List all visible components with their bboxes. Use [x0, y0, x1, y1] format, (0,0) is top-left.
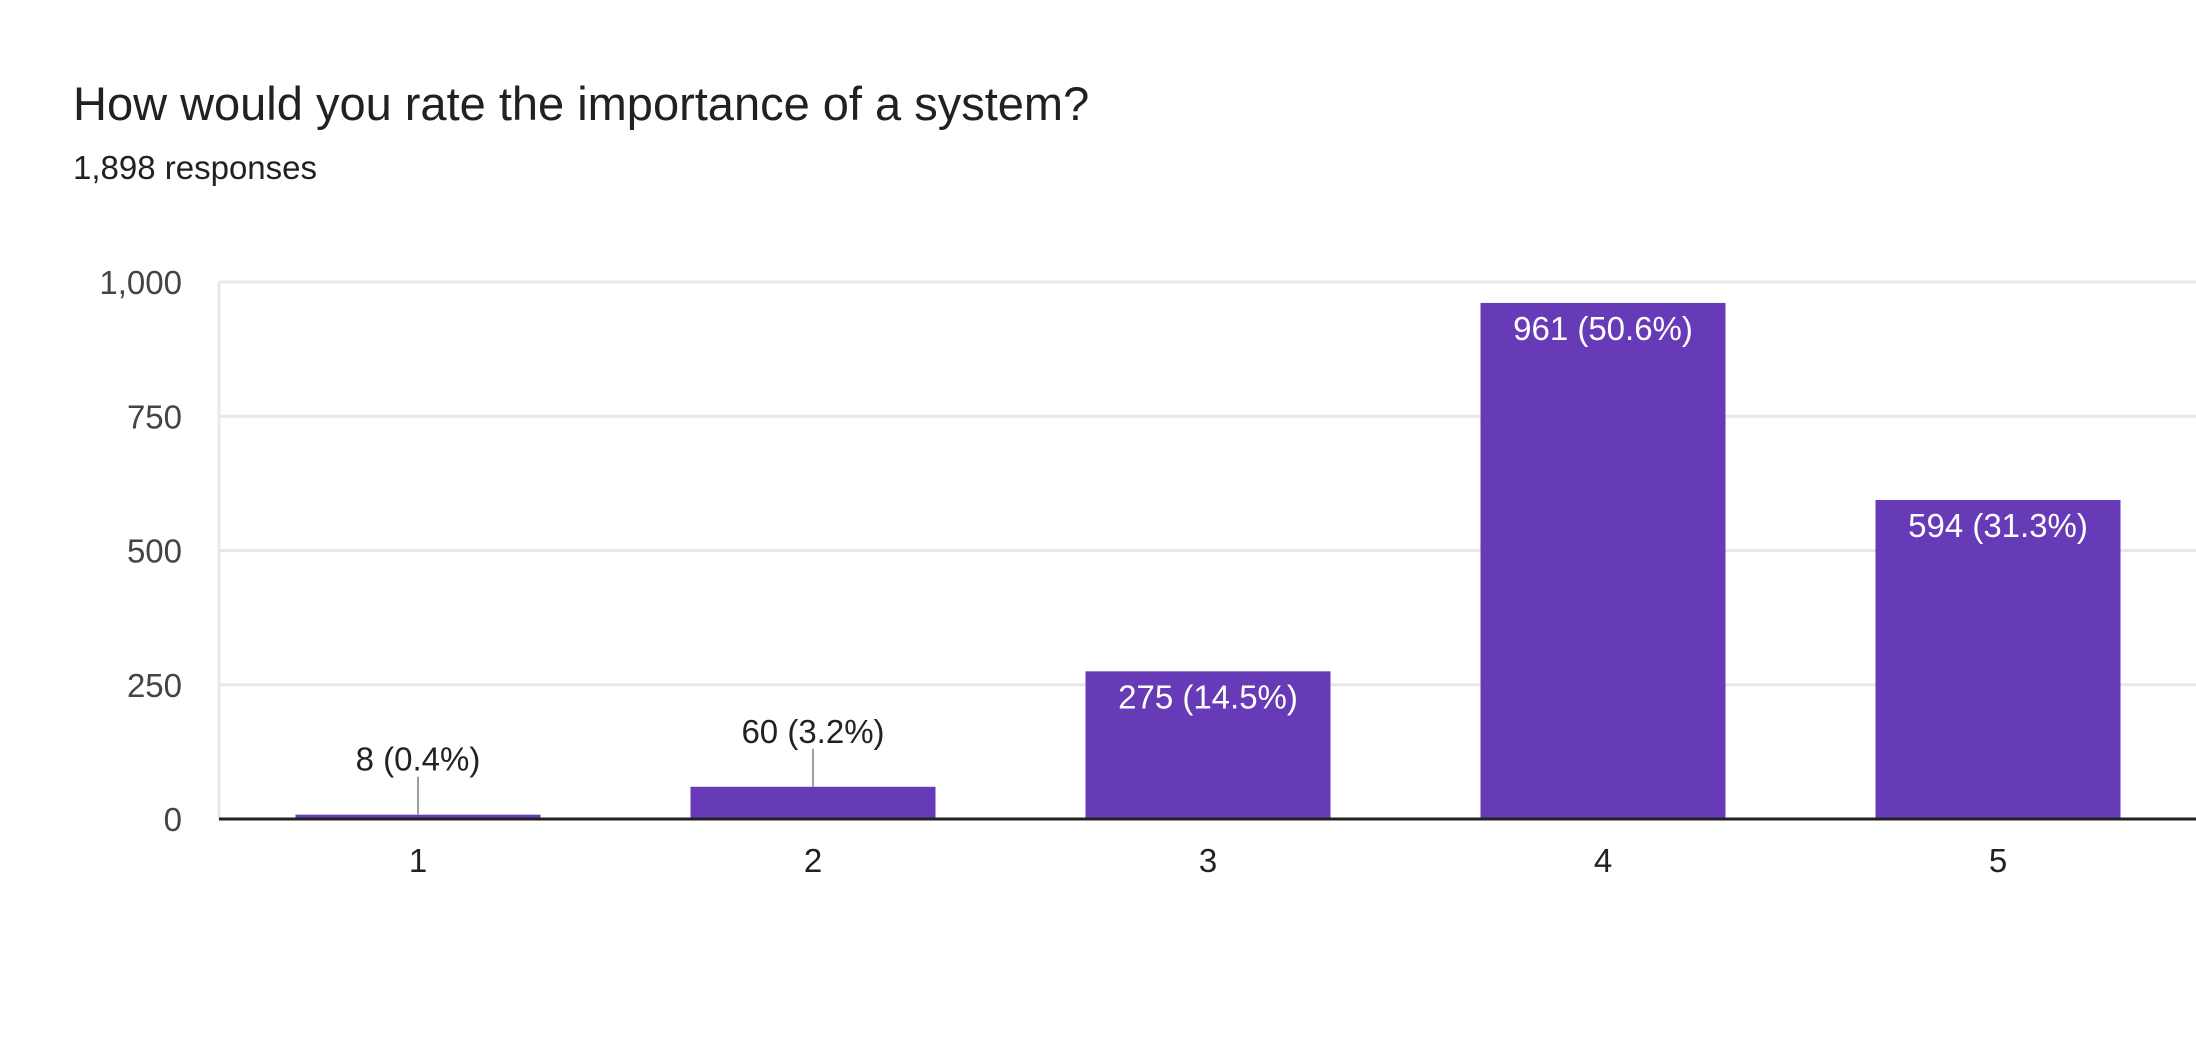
x-category-label: 5	[1989, 842, 2007, 879]
data-label: 8 (0.4%)	[356, 741, 481, 778]
y-tick-label: 1,000	[99, 264, 182, 301]
y-tick-label: 0	[164, 801, 182, 838]
x-category-label: 4	[1594, 842, 1612, 879]
data-label: 961 (50.6%)	[1513, 310, 1693, 347]
bar	[1480, 302, 1726, 819]
x-category-label: 3	[1199, 842, 1217, 879]
x-category-label: 2	[804, 842, 822, 879]
y-tick-label: 250	[127, 667, 182, 704]
bar	[690, 786, 936, 819]
bar	[295, 814, 541, 819]
response-count: 1,898 responses	[73, 149, 318, 186]
data-label: 275 (14.5%)	[1118, 678, 1298, 715]
x-category-label: 1	[409, 842, 427, 879]
data-label: 60 (3.2%)	[741, 713, 884, 750]
chart-title: How would you rate the importance of a s…	[73, 77, 1090, 130]
bar	[1085, 671, 1331, 819]
y-tick-label: 500	[127, 533, 182, 570]
bar	[1875, 500, 2121, 819]
y-tick-label: 750	[127, 398, 182, 435]
data-label: 594 (31.3%)	[1908, 507, 2088, 544]
